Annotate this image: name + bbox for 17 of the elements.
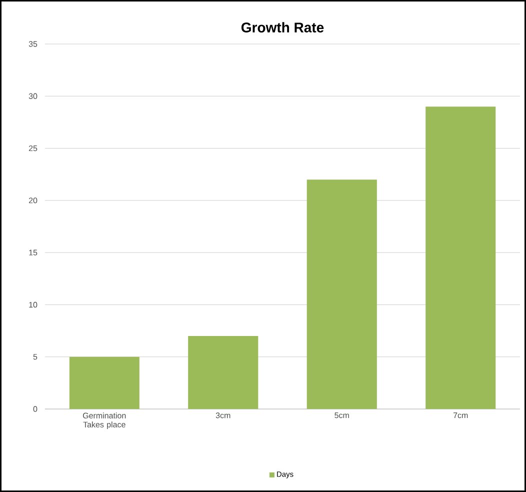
y-tick-label: 15 [29,250,38,256]
bar [188,336,258,409]
x-tick-label: 3cm [216,412,230,418]
bar [306,180,377,409]
y-tick-label: 10 [29,302,38,308]
y-tick-label: 30 [28,93,38,99]
y-tick-label: 5 [33,354,38,360]
x-tick-label: 7cm [453,412,468,418]
y-tick-label: 20 [28,198,38,204]
bar [69,356,140,409]
x-tick-label: 5cm [334,412,349,418]
chart-title: Growth Rate [241,22,324,32]
y-tick-label: 25 [28,145,38,152]
x-tick-label: Germination Takes place [82,412,126,429]
bar [426,106,496,409]
y-tick-label: 0 [33,406,38,412]
y-tick-label: 35 [28,41,38,47]
